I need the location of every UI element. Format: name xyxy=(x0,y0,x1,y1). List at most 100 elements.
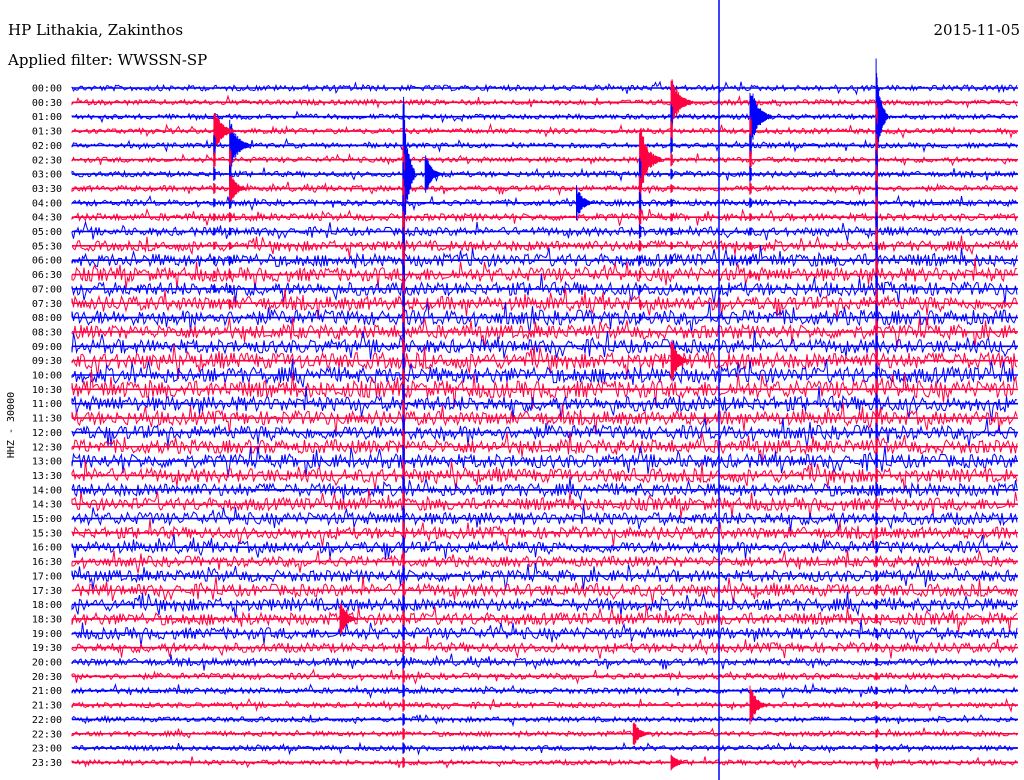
time-label: 10:00 xyxy=(32,371,62,382)
event-coda xyxy=(402,624,405,642)
event-coda xyxy=(875,672,878,681)
trace-line-1830 xyxy=(71,604,1018,632)
event-coda xyxy=(402,713,405,726)
time-label: 05:00 xyxy=(32,227,62,238)
event-coda xyxy=(402,639,405,656)
time-label: 16:30 xyxy=(32,557,62,568)
time-label-group: 00:00 00:30 01:00 01:30 02:00 02:30 03:00 03:30… xyxy=(32,84,62,769)
trace-line-1730 xyxy=(71,576,1018,605)
trace-line-2230 xyxy=(71,727,1018,739)
trace-line-1530 xyxy=(71,519,1018,547)
event-burst xyxy=(670,79,694,126)
event-burst xyxy=(213,113,236,150)
event-coda xyxy=(213,151,216,168)
event-coda xyxy=(875,715,878,724)
event-coda xyxy=(875,628,878,638)
event-coda xyxy=(749,270,752,279)
time-label: 14:30 xyxy=(32,500,62,511)
event-coda xyxy=(638,255,642,265)
time-label: 09:30 xyxy=(32,356,62,367)
event-coda xyxy=(749,150,752,170)
event-burst xyxy=(229,119,252,172)
time-label: 15:00 xyxy=(32,514,62,525)
event-coda xyxy=(875,744,878,753)
event-coda xyxy=(670,153,673,167)
event-coda xyxy=(749,227,752,236)
event-coda xyxy=(749,166,752,182)
event-coda xyxy=(213,241,216,250)
time-label: 11:30 xyxy=(32,414,62,425)
event-coda xyxy=(229,227,232,236)
event-coda xyxy=(670,213,673,222)
time-label: 12:00 xyxy=(32,428,62,439)
event-coda xyxy=(670,241,673,250)
date-label: 2015-11-05 xyxy=(933,21,1020,39)
event-coda xyxy=(402,727,405,740)
time-label: 15:30 xyxy=(32,528,62,539)
time-label: 23:30 xyxy=(32,758,62,769)
time-label: 05:30 xyxy=(32,241,62,252)
event-burst xyxy=(339,603,358,635)
event-coda xyxy=(749,256,752,265)
trace-line-1330 xyxy=(71,459,1018,492)
trace-line-1900 xyxy=(71,619,1018,647)
event-coda xyxy=(213,270,216,279)
event-coda xyxy=(875,686,878,695)
event-coda xyxy=(402,683,405,698)
event-coda xyxy=(213,256,216,265)
event-coda xyxy=(670,137,673,154)
event-burst xyxy=(424,155,444,193)
time-label: 03:00 xyxy=(32,170,62,181)
event-coda xyxy=(670,184,673,193)
time-label: 06:30 xyxy=(32,270,62,281)
trace-line-1800 xyxy=(71,591,1018,620)
event-burst xyxy=(576,185,595,221)
time-label: 16:00 xyxy=(32,543,62,554)
event-coda xyxy=(875,555,878,568)
event-coda xyxy=(875,482,878,498)
trace-line-0730 xyxy=(71,287,1018,320)
y-axis-label: HHZ - 30000 xyxy=(6,392,17,458)
trace-line-1700 xyxy=(71,562,1018,590)
event-coda xyxy=(213,198,216,208)
time-label: 03:30 xyxy=(32,184,62,195)
event-coda xyxy=(875,643,878,652)
event-coda xyxy=(875,701,878,709)
event-coda xyxy=(638,270,642,279)
time-label: 06:00 xyxy=(32,256,62,267)
time-label: 07:00 xyxy=(32,284,62,295)
time-label: 21:30 xyxy=(32,701,62,712)
event-coda xyxy=(402,669,405,684)
event-group xyxy=(213,0,889,780)
event-burst xyxy=(749,92,772,141)
event-coda xyxy=(229,256,232,265)
event-coda xyxy=(749,182,752,195)
time-label: 10:30 xyxy=(32,385,62,396)
event-burst xyxy=(229,175,248,202)
time-label: 14:00 xyxy=(32,485,62,496)
event-coda xyxy=(638,224,642,239)
trace-line-0400 xyxy=(71,194,1018,212)
event-coda xyxy=(875,511,878,526)
time-label: 12:30 xyxy=(32,442,62,453)
event-coda xyxy=(875,540,878,554)
event-coda xyxy=(213,213,216,222)
time-label: 13:30 xyxy=(32,471,62,482)
event-burst xyxy=(670,339,690,382)
time-label: 17:00 xyxy=(32,571,62,582)
event-coda xyxy=(402,654,405,670)
trace-line-0600 xyxy=(71,245,1018,269)
event-coda xyxy=(638,299,642,308)
event-coda xyxy=(229,270,232,279)
event-coda xyxy=(749,241,752,250)
event-coda xyxy=(229,284,232,293)
time-label: 19:00 xyxy=(32,629,62,640)
trace-line-0700 xyxy=(71,273,1018,305)
event-burst xyxy=(402,96,416,252)
event-coda xyxy=(875,657,878,667)
filter-subtitle: Applied filter: WWSSN-SP xyxy=(8,51,208,69)
event-coda xyxy=(749,213,752,222)
event-coda xyxy=(638,240,642,252)
event-coda xyxy=(638,208,642,226)
time-label: 04:00 xyxy=(32,198,62,209)
